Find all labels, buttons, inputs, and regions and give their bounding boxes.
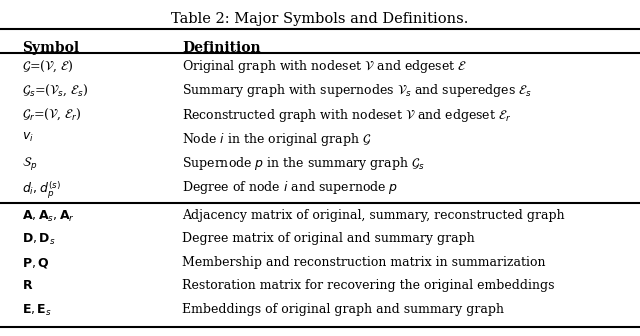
Text: $\mathbf{P}, \mathbf{Q}$: $\mathbf{P}, \mathbf{Q}$ [22, 256, 50, 270]
Text: Membership and reconstruction matrix in summarization: Membership and reconstruction matrix in … [182, 256, 546, 269]
Text: Degree matrix of original and summary graph: Degree matrix of original and summary gr… [182, 232, 475, 245]
Text: $\mathbf{D}, \mathbf{D}_s$: $\mathbf{D}, \mathbf{D}_s$ [22, 232, 56, 247]
Text: $\mathcal{G}$=($\mathcal{V}$, $\mathcal{E}$): $\mathcal{G}$=($\mathcal{V}$, $\mathcal{… [22, 58, 74, 74]
Text: $\mathbf{R}$: $\mathbf{R}$ [22, 280, 34, 292]
Text: Original graph with nodeset $\mathcal{V}$ and edgeset $\mathcal{E}$: Original graph with nodeset $\mathcal{V}… [182, 58, 468, 75]
Text: $\mathbf{E}, \mathbf{E}_s$: $\mathbf{E}, \mathbf{E}_s$ [22, 303, 52, 318]
Text: Summary graph with supernodes $\mathcal{V}_s$ and superedges $\mathcal{E}_s$: Summary graph with supernodes $\mathcal{… [182, 82, 532, 99]
Text: Symbol: Symbol [22, 41, 79, 55]
Text: $\mathbf{A}, \mathbf{A}_s, \mathbf{A}_r$: $\mathbf{A}, \mathbf{A}_s, \mathbf{A}_r$ [22, 209, 76, 224]
Text: $\mathcal{G}_r$=($\mathcal{V}$, $\mathcal{E}_r$): $\mathcal{G}_r$=($\mathcal{V}$, $\mathca… [22, 107, 82, 122]
Text: Reconstructed graph with nodeset $\mathcal{V}$ and edgeset $\mathcal{E}_r$: Reconstructed graph with nodeset $\mathc… [182, 107, 512, 124]
Text: Definition: Definition [182, 41, 261, 55]
Text: Degree of node $i$ and supernode $p$: Degree of node $i$ and supernode $p$ [182, 179, 399, 196]
Text: $\mathcal{G}_s$=($\mathcal{V}_s$, $\mathcal{E}_s$): $\mathcal{G}_s$=($\mathcal{V}_s$, $\math… [22, 82, 89, 98]
Text: $\mathcal{S}_p$: $\mathcal{S}_p$ [22, 155, 38, 172]
Text: Adjacency matrix of original, summary, reconstructed graph: Adjacency matrix of original, summary, r… [182, 209, 565, 221]
Text: Supernode $p$ in the summary graph $\mathcal{G}_s$: Supernode $p$ in the summary graph $\mat… [182, 155, 426, 172]
Text: Table 2: Major Symbols and Definitions.: Table 2: Major Symbols and Definitions. [172, 12, 468, 26]
Text: Node $i$ in the original graph $\mathcal{G}$: Node $i$ in the original graph $\mathcal… [182, 131, 372, 148]
Text: Restoration matrix for recovering the original embeddings: Restoration matrix for recovering the or… [182, 280, 555, 292]
Text: $d_i, d_p^{(s)}$: $d_i, d_p^{(s)}$ [22, 179, 61, 201]
Text: $v_i$: $v_i$ [22, 131, 34, 144]
Text: Embeddings of original graph and summary graph: Embeddings of original graph and summary… [182, 303, 504, 316]
